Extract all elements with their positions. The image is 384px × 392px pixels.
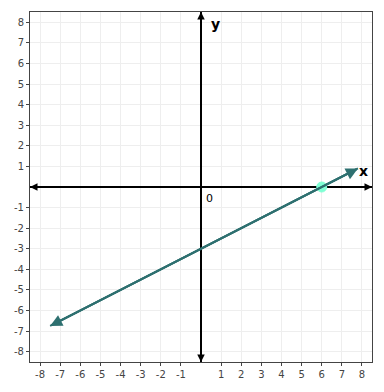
svg-text:7: 7 [339,369,345,380]
svg-text:4: 4 [278,369,284,380]
svg-text:x: x [359,163,368,179]
svg-text:-2: -2 [14,223,24,234]
svg-text:-1: -1 [14,202,24,213]
svg-text:-7: -7 [14,326,24,337]
svg-text:-5: -5 [14,284,24,295]
svg-text:0: 0 [206,192,213,205]
svg-text:3: 3 [18,120,24,131]
svg-text:8: 8 [359,369,365,380]
svg-text:-8: -8 [14,346,24,357]
svg-text:2: 2 [238,369,244,380]
svg-text:y: y [211,16,220,32]
svg-text:1: 1 [218,369,224,380]
svg-text:-2: -2 [156,369,166,380]
svg-text:2: 2 [18,140,24,151]
svg-text:8: 8 [18,17,24,28]
svg-text:6: 6 [18,58,24,69]
svg-text:-4: -4 [116,369,126,380]
svg-text:-3: -3 [136,369,146,380]
svg-text:-8: -8 [35,369,45,380]
svg-text:-7: -7 [55,369,65,380]
svg-text:5: 5 [298,369,304,380]
svg-text:4: 4 [18,99,24,110]
svg-text:-1: -1 [176,369,186,380]
svg-text:-6: -6 [14,305,24,316]
svg-text:-3: -3 [14,243,24,254]
svg-text:3: 3 [258,369,264,380]
svg-text:6: 6 [319,369,325,380]
svg-text:1: 1 [18,161,24,172]
svg-text:-4: -4 [14,264,24,275]
svg-text:-6: -6 [75,369,85,380]
svg-text:-5: -5 [95,369,105,380]
svg-text:7: 7 [18,37,24,48]
svg-text:5: 5 [18,79,24,90]
